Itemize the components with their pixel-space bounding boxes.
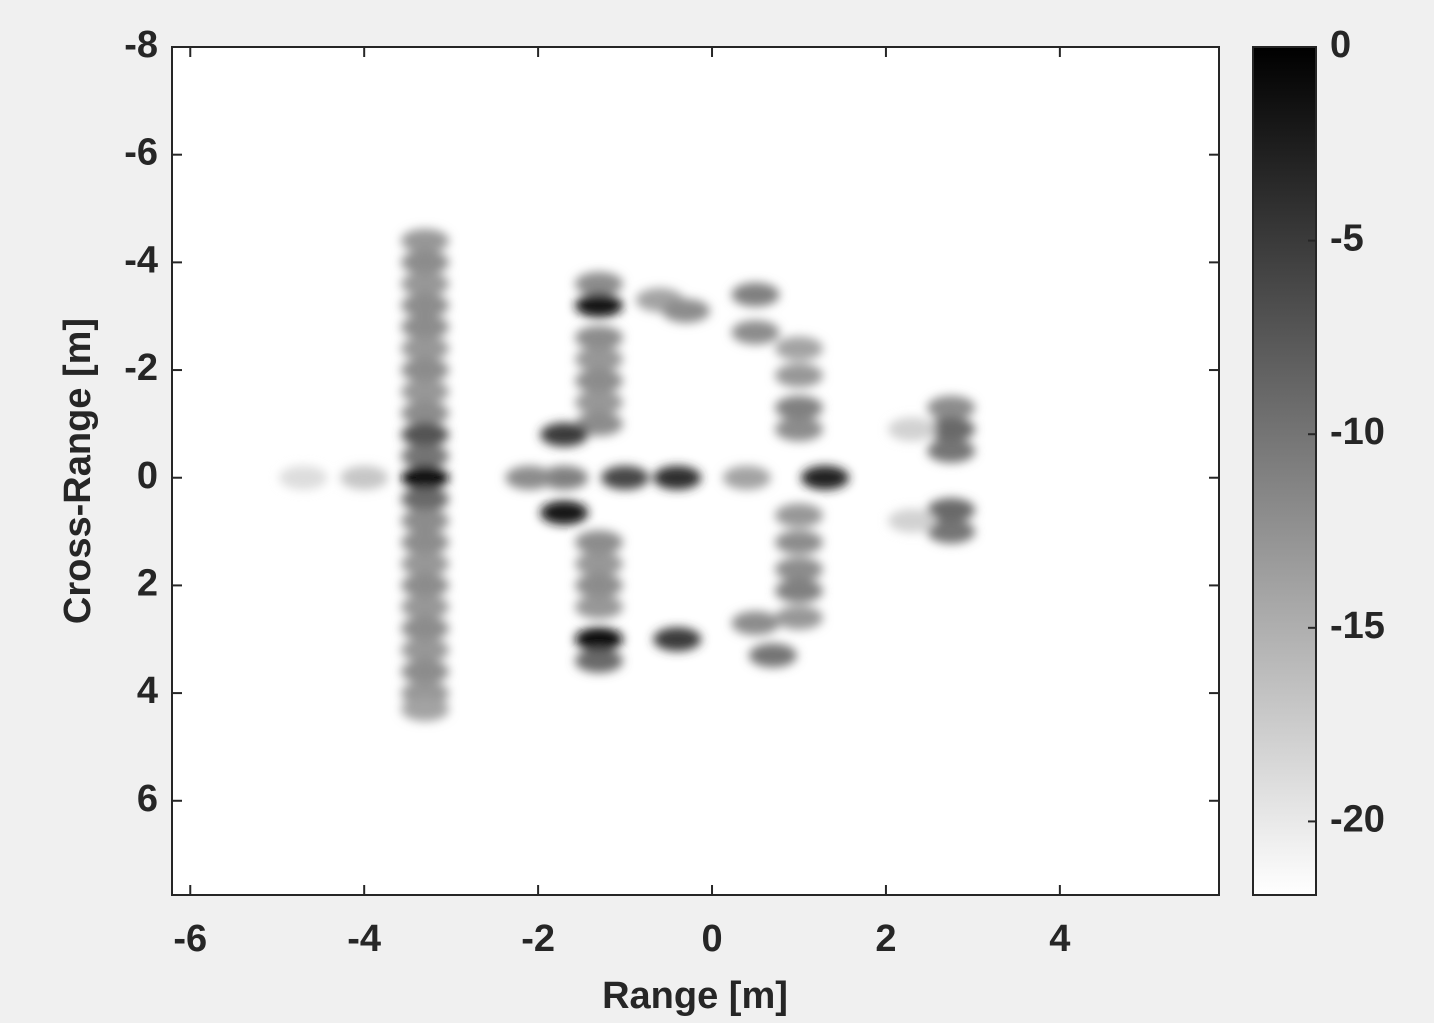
colorbar-tick-label: -10 bbox=[1330, 411, 1385, 453]
y-tick-label: 6 bbox=[137, 778, 158, 820]
y-tick-label: -4 bbox=[124, 239, 158, 281]
scatterer bbox=[661, 298, 710, 323]
colorbar-tick-label: -20 bbox=[1330, 798, 1385, 840]
x-tick-label: -6 bbox=[173, 918, 207, 960]
scatterer bbox=[401, 659, 450, 684]
scatterer bbox=[340, 465, 389, 490]
scatterer bbox=[574, 347, 623, 372]
scatterer bbox=[574, 293, 623, 318]
y-tick-label: -8 bbox=[124, 24, 158, 66]
scatterer bbox=[927, 438, 976, 463]
scatterer bbox=[401, 401, 450, 426]
scatterer bbox=[574, 594, 623, 619]
scatterer bbox=[888, 508, 937, 533]
x-tick-label: -2 bbox=[521, 918, 555, 960]
scatterer bbox=[401, 271, 450, 296]
scatterer bbox=[774, 417, 823, 442]
scatterer bbox=[401, 697, 450, 722]
colorbar-tick-label: -15 bbox=[1330, 605, 1385, 647]
scatterer bbox=[774, 605, 823, 630]
scatterer bbox=[731, 282, 780, 307]
y-tick-label: 4 bbox=[137, 670, 158, 712]
scatterer bbox=[574, 551, 623, 576]
scatterer bbox=[574, 390, 623, 415]
scatterer bbox=[774, 530, 823, 555]
scatterer bbox=[401, 638, 450, 663]
scatterer bbox=[401, 314, 450, 339]
scatterer bbox=[279, 465, 328, 490]
y-tick-label: -2 bbox=[124, 347, 158, 389]
scatterer bbox=[774, 557, 823, 582]
scatterer bbox=[401, 250, 450, 275]
scatterer bbox=[574, 271, 623, 296]
scatterer bbox=[401, 293, 450, 318]
scatterer bbox=[401, 616, 450, 641]
scatterer bbox=[927, 395, 976, 420]
scatterer bbox=[574, 573, 623, 598]
scatterer bbox=[888, 417, 937, 442]
y-axis-label: Cross-Range [m] bbox=[57, 318, 99, 624]
scatterer bbox=[774, 363, 823, 388]
scatterer bbox=[401, 228, 450, 253]
scatterer bbox=[574, 411, 623, 436]
scatterer bbox=[574, 627, 623, 652]
axes-frame bbox=[171, 46, 1220, 896]
scatterer bbox=[505, 465, 554, 490]
x-tick-label: 4 bbox=[1049, 918, 1070, 960]
scatterer bbox=[401, 594, 450, 619]
scatterer bbox=[722, 465, 771, 490]
scatterer bbox=[653, 465, 702, 490]
scatterer bbox=[731, 611, 780, 636]
scatterer bbox=[927, 519, 976, 544]
x-tick-label: 0 bbox=[701, 918, 722, 960]
x-tick-label: -4 bbox=[347, 918, 381, 960]
image bbox=[279, 228, 976, 722]
x-axis-label: Range [m] bbox=[602, 975, 788, 1017]
scatterer bbox=[574, 325, 623, 350]
scatterer bbox=[574, 530, 623, 555]
y-tick-label: -6 bbox=[124, 132, 158, 174]
scatterer bbox=[401, 530, 450, 555]
y-tick-label: 0 bbox=[137, 455, 158, 497]
scatterer bbox=[401, 487, 450, 512]
scatterer bbox=[601, 465, 650, 490]
scatterer bbox=[540, 500, 589, 525]
scatterer bbox=[774, 578, 823, 603]
scatterer bbox=[774, 503, 823, 528]
scatterer bbox=[653, 627, 702, 652]
scatterer bbox=[927, 417, 976, 442]
scatterer bbox=[774, 395, 823, 420]
scatterer bbox=[748, 643, 797, 668]
scatterer bbox=[574, 648, 623, 673]
scatterer bbox=[927, 498, 976, 523]
scatterer bbox=[401, 358, 450, 383]
scatterer bbox=[401, 336, 450, 361]
scatterer bbox=[540, 465, 589, 490]
colorbar-tick-label: 0 bbox=[1330, 24, 1351, 66]
scatterer bbox=[401, 379, 450, 404]
scatterer bbox=[401, 444, 450, 469]
scatterer bbox=[401, 551, 450, 576]
colorbar bbox=[1252, 46, 1317, 896]
scatterer bbox=[401, 465, 450, 490]
scatterer bbox=[774, 336, 823, 361]
scatterer bbox=[801, 465, 850, 490]
scatterer bbox=[401, 508, 450, 533]
y-tick-label: 2 bbox=[137, 562, 158, 604]
scatterer bbox=[731, 320, 780, 345]
scatterer bbox=[401, 573, 450, 598]
scatterer bbox=[540, 422, 589, 447]
colorbar-tick-label: -5 bbox=[1330, 218, 1364, 260]
scatterer bbox=[401, 422, 450, 447]
x-tick-label: 2 bbox=[875, 918, 896, 960]
scatterer bbox=[574, 368, 623, 393]
